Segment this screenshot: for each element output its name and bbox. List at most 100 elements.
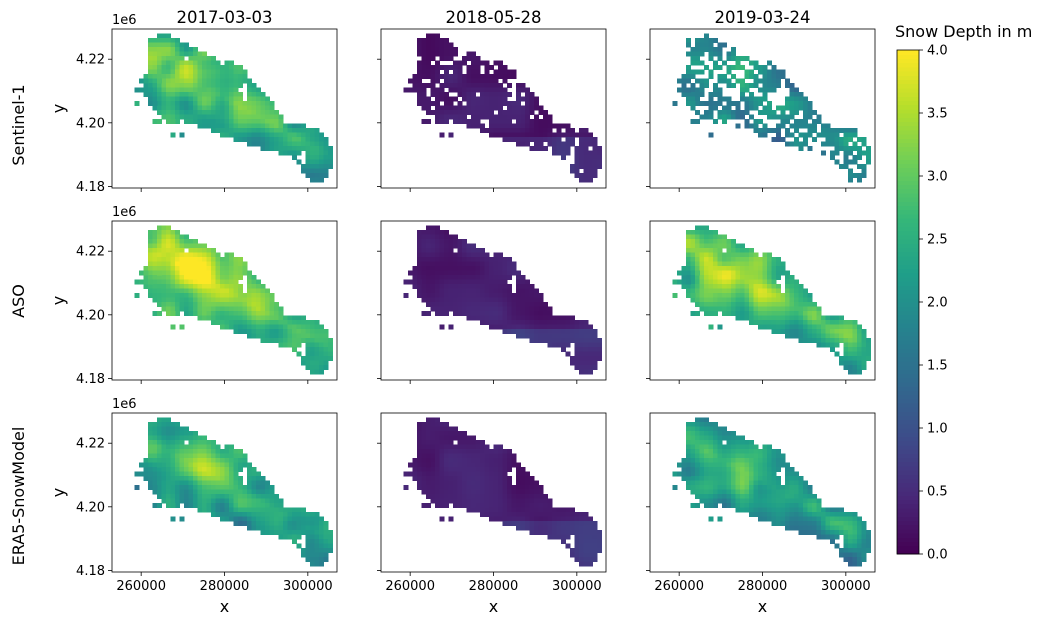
snow-depth-cells <box>134 417 333 567</box>
colorbar-step <box>897 453 919 458</box>
colorbar-step <box>897 537 919 542</box>
colorbar-step <box>897 528 919 534</box>
x-tick-label: 280000 <box>469 579 519 594</box>
colorbar-step <box>897 71 919 76</box>
colorbar-step <box>897 218 919 223</box>
row-label-2: ERA5-SnowModel <box>9 427 28 566</box>
x-tick-label: 280000 <box>200 579 250 594</box>
colorbar-step <box>897 331 919 337</box>
colorbar-step <box>897 230 919 236</box>
colorbar-step <box>897 255 919 261</box>
colorbar-step <box>897 117 919 122</box>
colorbar-step <box>897 465 919 471</box>
colorbar-step <box>897 163 919 169</box>
colorbar-step <box>897 285 919 290</box>
colorbar-step <box>897 104 919 110</box>
y-tick-label: 4.20 <box>76 308 105 323</box>
colorbar-step <box>897 58 919 64</box>
colorbar-step <box>897 138 919 143</box>
colorbar-step <box>897 432 919 437</box>
colorbar-step <box>897 398 919 404</box>
colorbar-step <box>897 134 919 139</box>
panel-2-0: 260000 280000 300000 4.18 4.20 4.22 1e6 y x <box>49 397 338 616</box>
panel-1-0: 4.18 4.20 4.22 1e6 y <box>49 205 338 387</box>
colorbar-step <box>897 499 919 505</box>
colorbar-step <box>897 75 919 80</box>
colorbar-step <box>897 541 919 547</box>
colorbar-step <box>897 457 919 463</box>
x-tick-label: 260000 <box>385 579 435 594</box>
panel-0-1: 2018-05-28 <box>377 8 607 192</box>
colorbar-step <box>897 407 919 412</box>
colorbar-step <box>897 520 919 526</box>
snow-depth-cells <box>403 417 602 567</box>
y-tick-label: 4.20 <box>76 116 105 131</box>
colorbar-step <box>897 297 919 303</box>
colorbar-tick-label: 1.0 <box>927 422 948 437</box>
colorbar-step <box>897 449 919 454</box>
y-tick-label: 4.22 <box>76 437 105 452</box>
colorbar-step <box>897 486 919 492</box>
y-tick-label: 4.18 <box>76 564 105 579</box>
colorbar-step <box>897 205 919 211</box>
x-axis-label: x <box>489 597 498 616</box>
colorbar-step <box>897 243 919 248</box>
colorbar-step <box>897 222 919 227</box>
panel-1-1 <box>377 220 607 384</box>
colorbar-step <box>897 381 919 387</box>
colorbar-tick-label: 3.0 <box>927 170 948 185</box>
colorbar-step <box>897 495 919 500</box>
colorbar-step <box>897 470 919 475</box>
colorbar-step <box>897 171 919 177</box>
colorbar-step <box>897 411 919 416</box>
colorbar-step <box>897 188 919 194</box>
snow-depth-cells <box>403 225 602 375</box>
colorbar-step <box>897 512 919 517</box>
x-tick-label: 300000 <box>283 579 333 594</box>
colorbar-step <box>897 436 919 442</box>
colorbar-step <box>897 524 919 530</box>
colorbar-step <box>897 92 919 97</box>
x-tick-label: 260000 <box>116 579 166 594</box>
colorbar-step <box>897 264 919 269</box>
colorbar-step <box>897 516 919 521</box>
colorbar-step <box>897 184 919 190</box>
colorbar-step <box>897 201 919 206</box>
panel-2-2: 260000 280000 300000 x <box>646 412 876 616</box>
colorbar-step <box>897 268 919 274</box>
colorbar-step <box>897 369 919 374</box>
colorbar-step <box>897 272 919 278</box>
colorbar-step <box>897 386 919 391</box>
colorbar-tick-label: 1.5 <box>927 359 948 374</box>
colorbar-step <box>897 281 919 286</box>
colorbar-step <box>897 142 919 148</box>
colorbar-step <box>897 444 919 450</box>
panel-0-0: 4.18 4.20 4.22 1e6 y 2017-03-03 <box>49 8 338 195</box>
colorbar-tick-label: 0.0 <box>927 548 948 563</box>
colorbar-step <box>897 159 919 164</box>
colorbar-step <box>897 348 919 353</box>
colorbar-step <box>897 306 919 311</box>
colorbar-step <box>897 533 919 538</box>
colorbar-step <box>897 461 919 467</box>
colorbar-step <box>897 419 919 425</box>
colorbar-step <box>897 390 919 395</box>
colorbar-step <box>897 192 919 198</box>
x-tick-label: 300000 <box>821 579 871 594</box>
colorbar-tick-label: 2.5 <box>927 233 948 248</box>
y-tick-label: 4.18 <box>76 180 105 195</box>
colorbar-step <box>897 226 919 232</box>
colorbar-step <box>897 314 919 320</box>
colorbar-step <box>897 129 919 135</box>
snow-depth-cells <box>134 225 333 375</box>
colorbar-step <box>897 180 919 185</box>
colorbar-step <box>897 428 919 433</box>
colorbar-step <box>897 121 919 127</box>
row-labels: Sentinel-1 ASO ERA5-SnowModel <box>9 84 28 565</box>
snow-depth-cells <box>672 33 871 183</box>
colorbar-step <box>897 318 919 324</box>
colorbar-step <box>897 62 919 68</box>
colorbar-step <box>897 83 919 89</box>
colorbar-step <box>897 100 919 106</box>
colorbar-tick-label: 2.0 <box>927 296 948 311</box>
